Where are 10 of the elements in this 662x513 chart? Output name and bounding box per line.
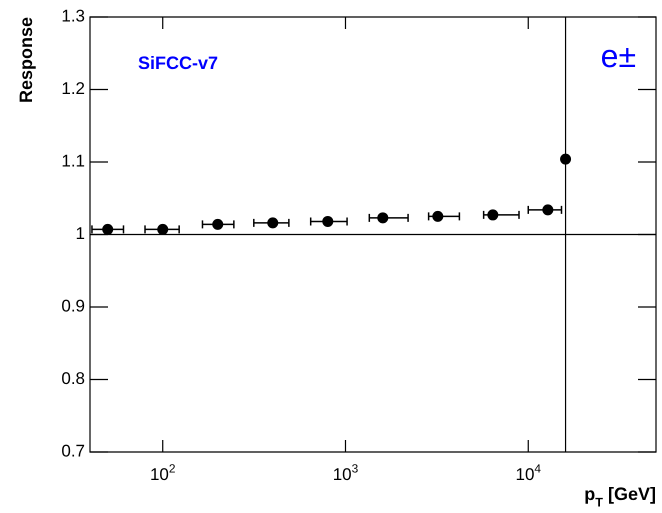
y-tick-label: 1.2 xyxy=(61,79,85,98)
y-tick-label: 0.8 xyxy=(61,369,85,388)
y-tick-label: 1 xyxy=(76,224,85,244)
annotation: e± xyxy=(600,38,636,74)
y-tick-label: 0.9 xyxy=(61,296,85,316)
annotation: SiFCC-v7 xyxy=(138,53,218,73)
y-tick-label: 1.1 xyxy=(61,152,85,171)
y-tick-label: 0.7 xyxy=(61,442,85,461)
y-axis-title: Response xyxy=(16,16,36,104)
y-tick-label: 1.3 xyxy=(61,6,85,26)
